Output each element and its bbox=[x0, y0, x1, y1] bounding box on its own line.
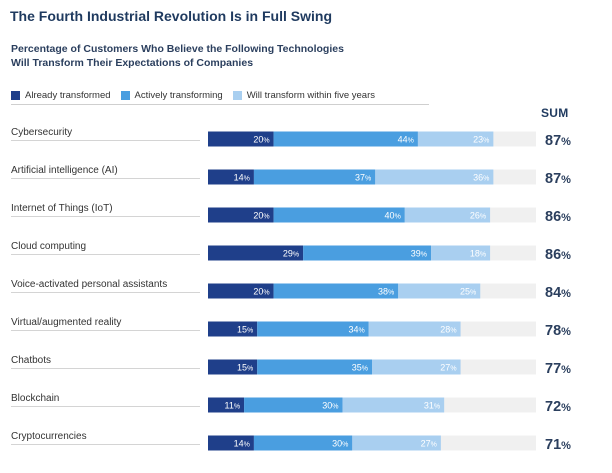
sum-value: 72% bbox=[545, 399, 571, 415]
legend-item-five-years: Will transform within five years bbox=[232, 89, 375, 101]
bar-segment-already bbox=[208, 359, 258, 375]
data-label-already: 20% bbox=[253, 135, 269, 145]
sum-value: 86% bbox=[545, 209, 571, 225]
data-label-five-years: 23% bbox=[473, 135, 489, 145]
bar-segment-five-years bbox=[404, 207, 491, 223]
bar-segment-already bbox=[208, 283, 274, 299]
sum-value: 86% bbox=[545, 247, 571, 263]
bar-segment-five-years bbox=[352, 435, 441, 451]
sum-value: 84% bbox=[545, 285, 571, 301]
bar-segment-already bbox=[208, 207, 274, 223]
legend-item-already: Already transformed bbox=[11, 90, 111, 101]
data-label-actively: 38% bbox=[378, 287, 394, 297]
chart-title: The Fourth Industrial Revolution Is in F… bbox=[10, 8, 332, 24]
bar-segment-five-years bbox=[342, 397, 445, 413]
bar-segment-actively bbox=[303, 245, 432, 261]
bar-segment-already bbox=[208, 435, 254, 451]
data-label-five-years: 25% bbox=[460, 287, 476, 297]
bar-segment-already bbox=[208, 131, 274, 147]
bar-segment-five-years bbox=[431, 245, 491, 261]
bar-segment-actively bbox=[273, 283, 399, 299]
bar-segment-actively bbox=[253, 435, 353, 451]
bar-segment-actively bbox=[257, 321, 369, 337]
legend-divider bbox=[11, 104, 429, 105]
bar-segment-five-years bbox=[417, 131, 494, 147]
category-label: Cloud computing bbox=[11, 241, 86, 252]
data-label-five-years: 31% bbox=[424, 401, 440, 411]
subtitle-line-1: Percentage of Customers Who Believe the … bbox=[11, 43, 344, 55]
data-label-five-years: 18% bbox=[470, 249, 486, 259]
bar-segment-actively bbox=[244, 397, 343, 413]
data-label-five-years: 26% bbox=[470, 211, 486, 221]
bar-segment-five-years bbox=[375, 169, 494, 185]
chart-subtitle: Percentage of Customers Who Believe the … bbox=[11, 42, 431, 70]
sum-value: 71% bbox=[545, 437, 571, 453]
bar-segment-actively bbox=[257, 359, 372, 375]
category-label: Cybersecurity bbox=[11, 127, 72, 138]
legend-label-five-years: Will transform within five years bbox=[246, 89, 375, 101]
data-label-already: 15% bbox=[237, 325, 253, 335]
data-label-already: 20% bbox=[253, 211, 269, 221]
legend-swatch-already bbox=[11, 90, 20, 100]
legend-item-actively: Actively transforming bbox=[120, 89, 223, 101]
legend: Already transformed Actively transformin… bbox=[11, 88, 385, 102]
data-label-already: 14% bbox=[234, 173, 250, 183]
data-label-already: 11% bbox=[225, 401, 241, 411]
data-label-five-years: 36% bbox=[473, 173, 489, 183]
data-label-actively: 39% bbox=[411, 249, 427, 259]
data-label-actively: 30% bbox=[322, 401, 338, 411]
legend-label-already: Already transformed bbox=[25, 89, 111, 101]
category-label: Internet of Things (IoT) bbox=[11, 203, 113, 214]
data-label-already: 14% bbox=[234, 439, 250, 449]
bar-segment-actively bbox=[273, 207, 405, 223]
bar-segment-already bbox=[208, 321, 258, 337]
category-label: Virtual/augmented reality bbox=[11, 317, 121, 328]
data-label-actively: 30% bbox=[332, 439, 348, 449]
data-label-five-years: 27% bbox=[440, 363, 456, 373]
sum-value: 77% bbox=[545, 361, 571, 377]
bar-segment-actively bbox=[273, 131, 418, 147]
data-label-five-years: 28% bbox=[440, 325, 456, 335]
legend-label-actively: Actively transforming bbox=[134, 89, 223, 101]
data-label-actively: 35% bbox=[352, 363, 368, 373]
subtitle-line-2: Will Transform Their Expectations of Com… bbox=[11, 57, 254, 69]
sum-header: SUM bbox=[541, 106, 569, 120]
category-label: Cryptocurrencies bbox=[11, 431, 87, 442]
bar-segment-already bbox=[208, 169, 254, 185]
category-label: Artificial intelligence (AI) bbox=[11, 165, 118, 176]
sum-value: 87% bbox=[545, 133, 571, 149]
data-label-actively: 37% bbox=[355, 173, 371, 183]
sum-value: 78% bbox=[545, 323, 571, 339]
data-label-already: 15% bbox=[237, 363, 253, 373]
category-label: Chatbots bbox=[11, 355, 51, 366]
sum-value: 87% bbox=[545, 171, 571, 187]
category-label: Voice-activated personal assistants bbox=[11, 279, 167, 290]
bar-segment-five-years bbox=[368, 321, 461, 337]
category-label: Blockchain bbox=[11, 393, 59, 404]
data-label-already: 20% bbox=[253, 287, 269, 297]
data-label-five-years: 27% bbox=[421, 439, 437, 449]
bar-segment-already bbox=[208, 245, 304, 261]
legend-swatch-actively bbox=[120, 90, 130, 100]
data-label-actively: 40% bbox=[385, 211, 401, 221]
bar-segment-five-years bbox=[372, 359, 461, 375]
bar-segment-actively bbox=[253, 169, 376, 185]
legend-swatch-five-years bbox=[232, 90, 242, 100]
bar-segment-already bbox=[208, 397, 245, 413]
data-label-already: 29% bbox=[283, 249, 299, 259]
data-label-actively: 44% bbox=[398, 135, 414, 145]
data-label-actively: 34% bbox=[348, 325, 364, 335]
bar-segment-five-years bbox=[398, 283, 481, 299]
